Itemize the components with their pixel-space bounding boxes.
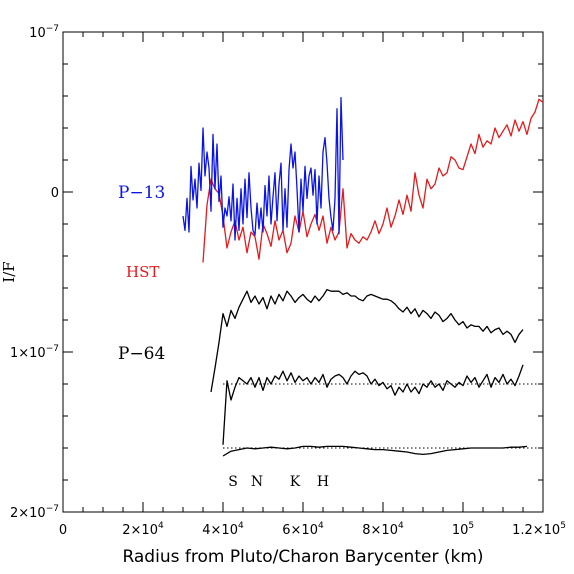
x-axis-title: Radius from Pluto/Charon Barycenter (km)	[122, 547, 483, 567]
x-tick-label: 0	[59, 523, 67, 538]
ring-marker-label: K	[290, 474, 301, 490]
y-tick-label: 0	[51, 186, 59, 201]
x-tick-label: 1.2×105	[512, 521, 566, 538]
x-tick-label: 6×104	[282, 521, 324, 538]
y-tick-label: 10−7	[29, 24, 59, 41]
series-p13	[182, 96, 344, 241]
series-annotation: HST	[126, 263, 159, 281]
series-annotation: P−64	[118, 344, 165, 364]
series-profile-3	[222, 364, 524, 445]
tick-marks	[62, 31, 544, 513]
ring-marker-label: S	[228, 474, 238, 490]
annotations: P−13 HST P−64 S N K H	[118, 183, 329, 490]
y-tick-label: 2×10−7	[10, 504, 59, 521]
series-profile-4	[222, 445, 528, 457]
y-axis-title: I/F	[0, 261, 18, 282]
series-p64	[210, 288, 524, 393]
x-tick-label: 2×104	[122, 521, 164, 538]
y-tick-label: 1×10−7	[10, 344, 59, 361]
x-tick-label: 8×104	[362, 521, 404, 538]
ring-marker-label: N	[251, 474, 263, 490]
ring-marker-label: H	[317, 474, 329, 490]
reference-lines	[223, 383, 543, 449]
tick-labels: 0 2×104 4×104 6×104 8×104 105 1.2×105 10−7 0 1×10…	[10, 24, 566, 538]
x-tick-label: 4×104	[202, 521, 244, 538]
series-lines	[182, 96, 544, 457]
series-annotation: P−13	[118, 183, 165, 203]
series-hst	[202, 98, 544, 263]
x-tick-label: 105	[452, 521, 474, 538]
